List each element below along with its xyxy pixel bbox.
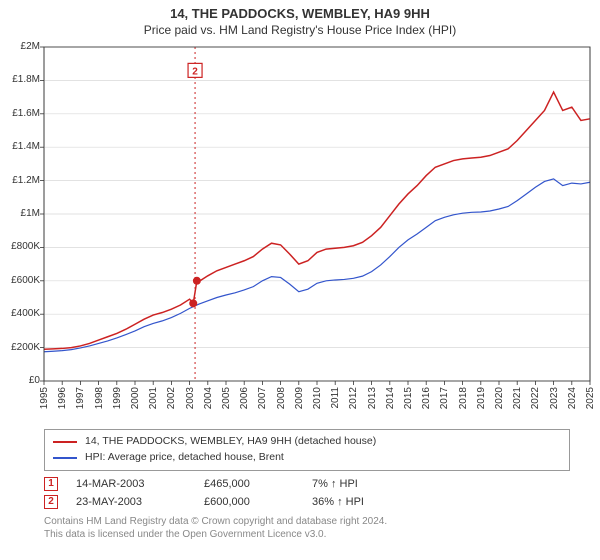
x-tick-label: 2006 [239, 387, 250, 409]
legend-label: HPI: Average price, detached house, Bren… [85, 450, 284, 466]
legend-row: HPI: Average price, detached house, Bren… [53, 450, 561, 466]
x-tick-label: 2007 [257, 387, 268, 409]
x-tick-label: 2013 [367, 387, 378, 409]
sale-price: £600,000 [204, 496, 294, 508]
attribution-line: Contains HM Land Registry data © Crown c… [44, 515, 570, 528]
x-tick-label: 1996 [57, 387, 68, 409]
sale-marker: 2 [44, 495, 58, 509]
y-tick-label: £1.8M [4, 74, 40, 85]
attribution-line: This data is licensed under the Open Gov… [44, 528, 570, 541]
x-tick-label: 2000 [130, 387, 141, 409]
x-tick-label: 2024 [567, 387, 578, 409]
x-tick-label: 1998 [94, 387, 105, 409]
sale-price: £465,000 [204, 478, 294, 490]
x-tick-label: 2019 [476, 387, 487, 409]
x-tick-label: 2015 [403, 387, 414, 409]
sale-row: 1 14-MAR-2003 £465,000 7% ↑ HPI [44, 475, 570, 493]
x-tick-label: 2011 [330, 387, 341, 409]
sales-table: 1 14-MAR-2003 £465,000 7% ↑ HPI 2 23-MAY-2003… [44, 475, 570, 511]
sale-date: 14-MAR-2003 [76, 478, 186, 490]
y-tick-label: £1.2M [4, 175, 40, 186]
legend-swatch [53, 441, 77, 443]
sale-diff: 7% ↑ HPI [312, 478, 402, 490]
sale-diff: 36% ↑ HPI [312, 496, 402, 508]
y-tick-label: £2M [4, 41, 40, 52]
legend-label: 14, THE PADDOCKS, WEMBLEY, HA9 9HH (deta… [85, 434, 376, 450]
x-tick-label: 2023 [549, 387, 560, 409]
x-tick-label: 2012 [348, 387, 359, 409]
x-tick-label: 1999 [112, 387, 123, 409]
x-tick-label: 2020 [494, 387, 505, 409]
sale-row: 2 23-MAY-2003 £600,000 36% ↑ HPI [44, 493, 570, 511]
x-tick-label: 2002 [166, 387, 177, 409]
page-title: 14, THE PADDOCKS, WEMBLEY, HA9 9HH [0, 0, 600, 21]
y-tick-label: £1M [4, 208, 40, 219]
y-tick-label: £0 [4, 375, 40, 386]
x-tick-label: 2021 [512, 387, 523, 409]
y-tick-label: £200K [4, 342, 40, 353]
y-tick-label: £400K [4, 308, 40, 319]
x-tick-label: 2016 [421, 387, 432, 409]
x-tick-label: 2009 [294, 387, 305, 409]
x-tick-label: 2010 [312, 387, 323, 409]
x-tick-label: 2004 [203, 387, 214, 409]
chart-container: 2 £0 £200K £400K £600K £800K £1M £1.2M £1.4M £1.… [0, 41, 600, 425]
x-tick-label: 2005 [221, 387, 232, 409]
sale-point [189, 299, 197, 307]
x-tick-label: 2022 [530, 387, 541, 409]
x-tick-label: 2014 [385, 387, 396, 409]
sale-date: 23-MAY-2003 [76, 496, 186, 508]
x-tick-label: 2025 [585, 387, 596, 409]
y-tick-label: £1.6M [4, 108, 40, 119]
x-tick-label: 2003 [185, 387, 196, 409]
sale-point [193, 277, 201, 285]
attribution: Contains HM Land Registry data © Crown c… [44, 515, 570, 541]
y-tick-label: £800K [4, 241, 40, 252]
legend: 14, THE PADDOCKS, WEMBLEY, HA9 9HH (deta… [44, 429, 570, 471]
price-chart: 2 [0, 41, 600, 425]
y-tick-label: £600K [4, 275, 40, 286]
svg-text:2: 2 [192, 66, 198, 77]
legend-row: 14, THE PADDOCKS, WEMBLEY, HA9 9HH (deta… [53, 434, 561, 450]
x-tick-label: 2008 [276, 387, 287, 409]
x-tick-label: 2017 [439, 387, 450, 409]
x-tick-label: 1997 [75, 387, 86, 409]
x-tick-label: 1995 [39, 387, 50, 409]
sale-marker: 1 [44, 477, 58, 491]
x-tick-label: 2001 [148, 387, 159, 409]
page-subtitle: Price paid vs. HM Land Registry's House … [0, 21, 600, 41]
legend-swatch [53, 457, 77, 459]
y-tick-label: £1.4M [4, 141, 40, 152]
x-tick-label: 2018 [458, 387, 469, 409]
